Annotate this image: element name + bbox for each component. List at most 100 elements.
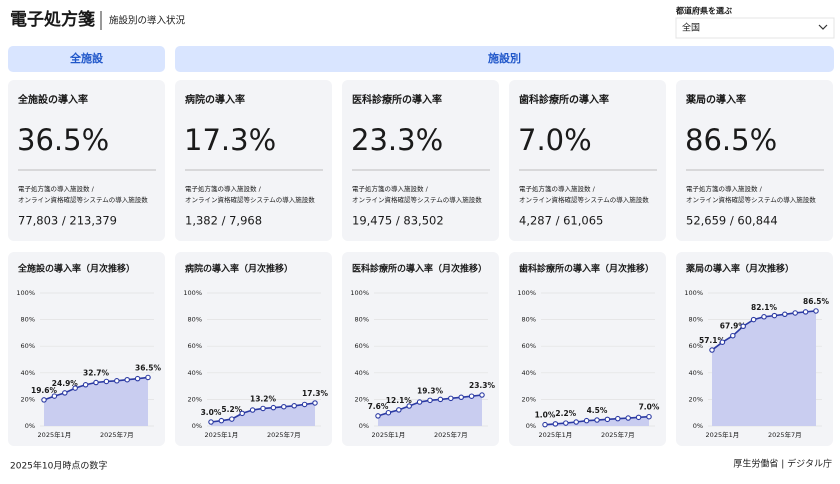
kpi-card <box>175 80 332 241</box>
y-tick-label: 80% <box>188 316 202 324</box>
kpi-rate: 86.5% <box>685 123 777 157</box>
data-point <box>396 407 402 413</box>
data-point <box>375 413 381 419</box>
kpi-count: 77,803 / 213,379 <box>18 214 117 228</box>
data-point <box>563 420 569 426</box>
data-point <box>604 416 611 423</box>
data-point <box>750 316 757 323</box>
data-point <box>542 421 548 428</box>
value-label: 32.7% <box>83 369 110 378</box>
kpi-card <box>8 80 165 241</box>
kpi-count: 4,287 / 61,065 <box>519 214 603 228</box>
kpi-rate: 23.3% <box>351 123 443 157</box>
data-point <box>72 385 78 391</box>
data-point <box>134 375 141 382</box>
value-label: 13.2% <box>250 394 277 403</box>
kpi-caption: オンライン資格確認等システムの導入施設数 <box>185 195 315 204</box>
data-point <box>730 332 736 339</box>
data-point <box>218 417 225 424</box>
data-point <box>802 309 809 315</box>
x-tick-label: 2025年1月 <box>38 430 72 439</box>
kpi-rate: 36.5% <box>17 123 109 157</box>
y-tick-label: 80% <box>21 316 35 324</box>
kpi-card <box>342 80 499 241</box>
kpi-caption: 電子処方箋の導入施設数 / <box>686 184 763 193</box>
data-point <box>270 404 277 411</box>
data-point <box>448 395 454 402</box>
value-label: 23.3% <box>469 381 496 390</box>
data-point <box>740 323 746 329</box>
x-tick-label: 2025年7月 <box>434 430 468 439</box>
footer-source: 厚生労働省 | デジタル庁 <box>733 458 832 470</box>
x-tick-label: 2025年7月 <box>601 430 635 439</box>
data-point <box>813 308 819 314</box>
data-point <box>552 421 559 427</box>
page-subtitle: 施設別の導入状況 <box>109 15 186 27</box>
data-point <box>312 400 318 406</box>
data-point <box>41 397 47 403</box>
chart-card <box>175 252 332 446</box>
data-point <box>782 311 788 318</box>
prefecture-dropdown[interactable] <box>675 17 835 39</box>
data-point <box>427 397 433 404</box>
value-label: 2.2% <box>555 409 576 418</box>
data-point <box>239 410 245 417</box>
y-tick-label: 0% <box>359 422 369 430</box>
data-point <box>208 419 214 425</box>
area-fill <box>44 377 148 426</box>
kpi-title: 歯科診療所の導入率 <box>519 93 609 106</box>
kpi-caption: オンライン資格確認等システムの導入施設数 <box>352 195 482 204</box>
value-label: 12.1% <box>386 396 413 405</box>
data-point <box>416 399 423 405</box>
data-point <box>51 393 58 399</box>
area-fill <box>712 310 816 426</box>
data-point <box>406 403 412 409</box>
kpi-count: 19,475 / 83,502 <box>352 214 444 228</box>
data-point <box>145 374 151 381</box>
kpi-card <box>509 80 666 241</box>
kpi-caption: オンライン資格確認等システムの導入施設数 <box>18 195 148 204</box>
data-point <box>458 394 464 401</box>
kpi-rate: 7.0% <box>518 123 592 157</box>
value-label: 36.5% <box>135 363 162 372</box>
y-tick-label: 100% <box>183 289 202 297</box>
dropdown-chevron <box>818 24 828 30</box>
kpi-caption: 電子処方箋の導入施設数 / <box>352 184 429 193</box>
data-point <box>479 392 485 398</box>
y-tick-label: 0% <box>25 422 35 430</box>
kpi-title: 医科診療所の導入率 <box>352 93 442 106</box>
y-tick-label: 60% <box>188 342 202 350</box>
kpi-caption: オンライン資格確認等システムの導入施設数 <box>519 195 649 204</box>
y-tick-label: 100% <box>16 289 35 297</box>
data-point <box>761 314 767 320</box>
value-label: 5.2% <box>221 405 242 414</box>
kpi-title: 病院の導入率 <box>185 93 245 106</box>
data-point <box>437 396 444 403</box>
y-tick-label: 0% <box>192 422 202 430</box>
section-header <box>8 46 165 72</box>
kpi-caption: オンライン資格確認等システムの導入施設数 <box>686 195 816 204</box>
value-label: 86.5% <box>803 297 830 306</box>
value-label: 7.6% <box>368 402 389 411</box>
value-label: 57.1% <box>699 336 726 345</box>
data-point <box>281 403 287 410</box>
area-fill <box>378 395 482 426</box>
data-point <box>291 403 297 409</box>
data-point <box>468 393 475 399</box>
chart-card <box>509 252 666 446</box>
data-point <box>229 416 235 422</box>
value-label: 7.0% <box>639 403 660 412</box>
kpi-title: 全施設の導入率 <box>17 93 88 106</box>
page-title: 電子処方箋 <box>10 9 95 30</box>
value-label: 3.0% <box>201 408 222 417</box>
data-point <box>583 417 590 424</box>
data-point <box>635 414 642 421</box>
y-tick-label: 40% <box>522 369 536 377</box>
data-point <box>93 379 99 386</box>
value-label: 4.5% <box>587 406 608 415</box>
area-fill <box>211 402 315 426</box>
data-point <box>103 378 110 385</box>
x-tick-label: 2025年1月 <box>205 430 239 439</box>
y-tick-label: 60% <box>522 342 536 350</box>
